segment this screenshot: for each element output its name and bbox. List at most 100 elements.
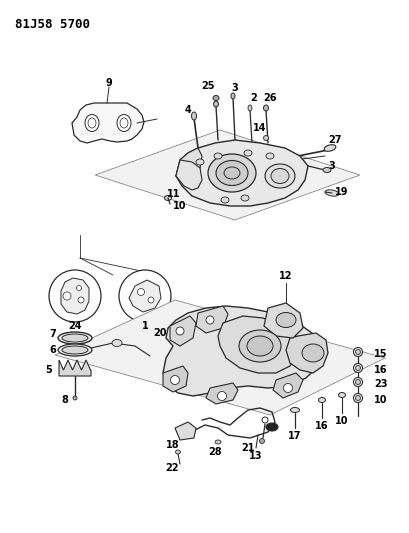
Polygon shape	[175, 422, 196, 440]
Text: 28: 28	[208, 447, 222, 457]
Text: 11: 11	[167, 189, 181, 199]
Polygon shape	[206, 383, 238, 404]
Polygon shape	[196, 306, 228, 333]
Ellipse shape	[224, 167, 240, 179]
Ellipse shape	[263, 135, 268, 141]
Text: 16: 16	[374, 365, 387, 375]
Ellipse shape	[353, 348, 362, 357]
Ellipse shape	[88, 118, 96, 128]
Ellipse shape	[164, 196, 171, 200]
Ellipse shape	[213, 101, 218, 107]
Text: 16: 16	[315, 421, 329, 431]
Text: 7: 7	[49, 329, 56, 339]
Ellipse shape	[231, 93, 235, 99]
Ellipse shape	[112, 340, 122, 346]
Ellipse shape	[73, 396, 77, 400]
Text: 3: 3	[328, 161, 335, 171]
Ellipse shape	[262, 417, 268, 423]
Ellipse shape	[353, 377, 362, 386]
Ellipse shape	[62, 346, 88, 354]
Polygon shape	[72, 103, 144, 143]
Ellipse shape	[119, 270, 171, 322]
Text: 23: 23	[374, 379, 387, 389]
Polygon shape	[264, 303, 303, 338]
Text: 18: 18	[166, 440, 180, 450]
Ellipse shape	[175, 450, 180, 454]
Ellipse shape	[259, 439, 265, 443]
Ellipse shape	[355, 395, 360, 400]
Text: 4: 4	[184, 105, 191, 115]
Ellipse shape	[248, 105, 252, 111]
Ellipse shape	[265, 164, 295, 188]
Ellipse shape	[218, 392, 227, 400]
Text: 2: 2	[251, 93, 257, 103]
Ellipse shape	[271, 168, 289, 183]
Ellipse shape	[355, 379, 360, 384]
Text: 13: 13	[249, 451, 263, 461]
Ellipse shape	[353, 393, 362, 402]
Text: 3: 3	[231, 83, 238, 93]
Ellipse shape	[244, 150, 252, 156]
Ellipse shape	[302, 344, 324, 362]
Ellipse shape	[355, 366, 360, 370]
Ellipse shape	[78, 297, 84, 303]
Ellipse shape	[247, 336, 273, 356]
Ellipse shape	[266, 423, 278, 431]
Polygon shape	[218, 316, 298, 373]
Text: 81J58 5700: 81J58 5700	[15, 18, 90, 31]
Ellipse shape	[62, 334, 88, 342]
Text: 10: 10	[374, 395, 387, 405]
Ellipse shape	[58, 332, 92, 344]
Polygon shape	[163, 366, 188, 392]
Polygon shape	[286, 333, 328, 373]
Text: 24: 24	[68, 321, 82, 331]
Text: 20: 20	[153, 328, 167, 338]
Ellipse shape	[58, 344, 92, 356]
Ellipse shape	[117, 115, 131, 132]
Text: 27: 27	[328, 135, 342, 145]
Ellipse shape	[283, 384, 292, 392]
Ellipse shape	[120, 118, 128, 128]
Ellipse shape	[239, 330, 281, 362]
Text: 22: 22	[165, 463, 179, 473]
Ellipse shape	[324, 145, 336, 151]
Polygon shape	[176, 160, 202, 190]
Text: 8: 8	[62, 395, 68, 405]
Ellipse shape	[241, 195, 249, 201]
Ellipse shape	[290, 408, 299, 413]
Ellipse shape	[137, 288, 144, 295]
Text: 6: 6	[49, 345, 56, 355]
Polygon shape	[273, 373, 303, 398]
Ellipse shape	[263, 105, 268, 111]
Text: 17: 17	[288, 431, 302, 441]
Text: 19: 19	[335, 187, 349, 197]
Ellipse shape	[213, 95, 219, 101]
Ellipse shape	[196, 159, 204, 165]
Ellipse shape	[319, 398, 326, 402]
Ellipse shape	[355, 350, 360, 354]
Ellipse shape	[266, 153, 274, 159]
Text: 14: 14	[253, 123, 267, 133]
Text: 25: 25	[201, 81, 215, 91]
Ellipse shape	[63, 292, 71, 300]
Ellipse shape	[325, 190, 339, 196]
Polygon shape	[170, 316, 196, 346]
Ellipse shape	[171, 376, 180, 384]
Text: 26: 26	[263, 93, 277, 103]
Ellipse shape	[176, 327, 184, 335]
Text: 1: 1	[142, 321, 148, 331]
Ellipse shape	[76, 286, 81, 290]
Text: 15: 15	[374, 349, 387, 359]
Text: 10: 10	[173, 201, 187, 211]
Polygon shape	[55, 300, 385, 415]
Ellipse shape	[323, 167, 331, 173]
Text: 5: 5	[46, 365, 52, 375]
Text: 21: 21	[241, 443, 255, 453]
Text: 12: 12	[279, 271, 293, 281]
Ellipse shape	[215, 440, 221, 444]
Ellipse shape	[191, 112, 196, 120]
Text: 9: 9	[106, 78, 112, 88]
Ellipse shape	[49, 270, 101, 322]
Ellipse shape	[85, 115, 99, 132]
Ellipse shape	[214, 153, 222, 159]
